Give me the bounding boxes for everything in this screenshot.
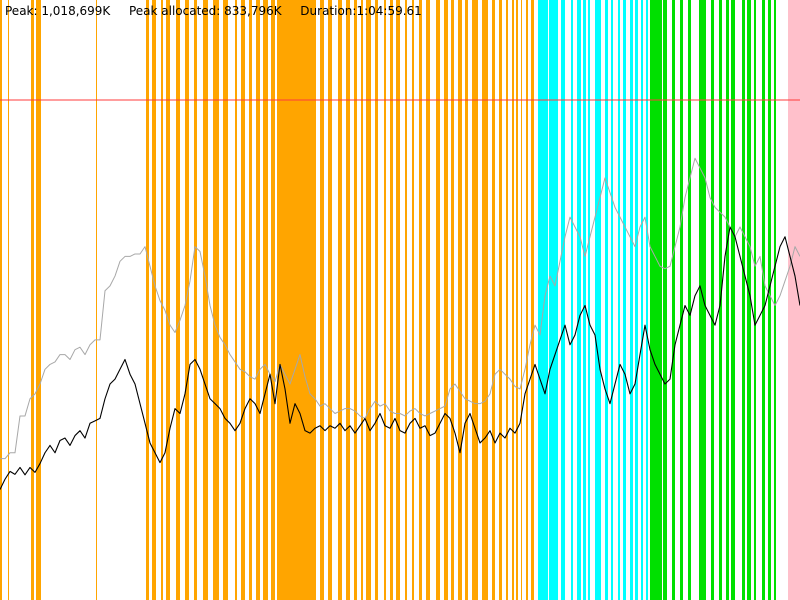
cyan-band-0 <box>538 0 548 600</box>
duration-text: Duration:1:04:59.61 <box>300 4 422 18</box>
orange-band-26 <box>354 0 357 600</box>
orange-band-40 <box>458 0 462 600</box>
peak-allocated-text: Peak allocated: 833,796K <box>128 4 282 18</box>
orange-band-7 <box>161 0 163 600</box>
orange-band-21 <box>277 0 316 600</box>
cyan-band-2 <box>561 0 565 600</box>
orange-band-34 <box>412 0 414 600</box>
orange-band-33 <box>405 0 407 600</box>
green-band-12 <box>754 0 756 600</box>
main-series-line <box>0 226 800 490</box>
orange-band-22 <box>320 0 324 600</box>
orange-band-36 <box>426 0 430 600</box>
cyan-band-4 <box>577 0 581 600</box>
cyan-band-10 <box>618 0 620 600</box>
chart-header: Peak: 1,018,699K Peak allocated: 833,796… <box>5 4 422 18</box>
orange-band-48 <box>516 0 518 600</box>
upper-series-line <box>0 157 800 460</box>
orange-band-6 <box>152 0 156 600</box>
orange-band-23 <box>328 0 332 600</box>
cyan-band-5 <box>583 0 586 600</box>
orange-band-37 <box>436 0 440 600</box>
orange-band-14 <box>223 0 228 600</box>
cyan-band-9 <box>611 0 613 600</box>
orange-band-45 <box>499 0 502 600</box>
cyan-band-1 <box>549 0 558 600</box>
orange-band-3 <box>36 0 41 600</box>
cyan-band-15 <box>646 0 648 600</box>
orange-band-50 <box>526 0 528 600</box>
orange-band-20 <box>271 0 275 600</box>
peak-text: Peak: 1,018,699K <box>5 4 111 18</box>
orange-band-51 <box>531 0 534 600</box>
orange-band-4 <box>96 0 97 600</box>
orange-band-46 <box>506 0 508 600</box>
orange-band-15 <box>235 0 237 600</box>
cyan-band-12 <box>630 0 633 600</box>
orange-band-35 <box>419 0 422 600</box>
orange-band-44 <box>492 0 495 600</box>
green-band-8 <box>726 0 729 600</box>
orange-band-11 <box>194 0 197 600</box>
green-band-1 <box>663 0 667 600</box>
green-band-2 <box>672 0 675 600</box>
orange-band-41 <box>465 0 468 600</box>
orange-band-29 <box>375 0 378 600</box>
orange-band-5 <box>146 0 149 600</box>
cyan-band-6 <box>588 0 590 600</box>
green-band-10 <box>742 0 745 600</box>
series-layer <box>0 157 800 490</box>
orange-band-24 <box>338 0 342 600</box>
orange-band-1 <box>8 0 9 600</box>
cyan-band-8 <box>605 0 608 600</box>
orange-band-0 <box>0 0 2 600</box>
orange-band-31 <box>390 0 393 600</box>
green-band-14 <box>768 0 771 600</box>
green-band-15 <box>774 0 776 600</box>
orange-band-12 <box>203 0 208 600</box>
green-band-4 <box>688 0 691 600</box>
orange-band-28 <box>366 0 371 600</box>
green-band-3 <box>680 0 683 600</box>
orange-band-39 <box>451 0 454 600</box>
orange-band-8 <box>166 0 170 600</box>
orange-band-10 <box>185 0 189 600</box>
orange-band-19 <box>263 0 268 600</box>
cyan-band-13 <box>635 0 638 600</box>
cyan-band-14 <box>641 0 643 600</box>
orange-band-17 <box>249 0 252 600</box>
orange-band-49 <box>521 0 522 600</box>
orange-band-18 <box>256 0 260 600</box>
cyan-band-7 <box>595 0 601 600</box>
orange-band-16 <box>241 0 245 600</box>
orange-band-2 <box>31 0 34 600</box>
green-band-0 <box>650 0 662 600</box>
pink-band-0 <box>788 0 800 600</box>
orange-band-13 <box>213 0 219 600</box>
orange-band-32 <box>396 0 400 600</box>
orange-band-30 <box>384 0 386 600</box>
orange-band-43 <box>482 0 488 600</box>
cyan-band-11 <box>623 0 626 600</box>
orange-band-25 <box>346 0 350 600</box>
orange-band-38 <box>444 0 448 600</box>
green-band-13 <box>762 0 765 600</box>
green-band-6 <box>711 0 714 600</box>
orange-band-9 <box>176 0 180 600</box>
orange-band-42 <box>472 0 478 600</box>
green-band-9 <box>731 0 735 600</box>
green-band-5 <box>699 0 706 600</box>
orange-band-47 <box>512 0 514 600</box>
orange-band-27 <box>361 0 363 600</box>
cyan-band-3 <box>571 0 573 600</box>
green-band-11 <box>747 0 751 600</box>
